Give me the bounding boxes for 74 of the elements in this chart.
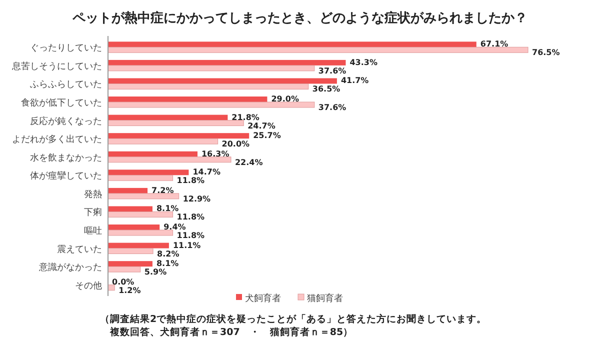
data-label: 24.7% — [248, 121, 276, 130]
y-tick-label: 震えていた — [57, 244, 102, 255]
bar — [108, 151, 198, 157]
bar — [108, 284, 115, 291]
chart-title: ペットが熱中症にかかってしまったとき、どのような症状がみられましたか？ — [72, 10, 528, 26]
data-label: 16.3% — [201, 149, 230, 158]
bar — [108, 96, 268, 102]
data-label: 0.0% — [112, 277, 134, 286]
y-tick-label: 下痢 — [84, 207, 102, 218]
y-tick-label: 食欲が低下していた — [21, 98, 102, 108]
legend-label: 猫飼育者 — [307, 293, 343, 304]
y-tick-label: 意識がなかった — [38, 262, 102, 274]
bar — [108, 133, 250, 139]
text: （調査結果2で熱中症の症状を疑ったことが「ある」と答えた方にお聞きしています。 — [100, 313, 487, 325]
legend-label: 犬飼育者 — [245, 293, 281, 304]
bar — [108, 102, 315, 108]
data-label: 11.8% — [176, 212, 205, 222]
data-label: 7.2% — [152, 186, 174, 195]
data-label: 43.3% — [350, 58, 378, 67]
data-label: 36.5% — [312, 84, 340, 94]
bar — [108, 114, 228, 120]
data-label: 11.1% — [172, 240, 201, 250]
bar — [108, 188, 148, 194]
y-tick-label: ぐったりしていた — [30, 44, 102, 54]
data-label: 25.7% — [253, 131, 281, 140]
y-tick-label: よだれが多く出ていた — [12, 134, 102, 146]
y-tick-label: 息苦しそうにしていた — [11, 60, 102, 72]
bar — [108, 224, 160, 230]
bar — [108, 261, 152, 267]
text: 複数回答、犬飼育者ｎ＝307 ・ 猫飼育者ｎ＝85） — [109, 326, 354, 338]
y-tick-label: 嘔吐 — [84, 226, 102, 236]
bar — [108, 230, 174, 236]
y-tick-label: 体が痙攣していた — [30, 170, 102, 182]
bar — [108, 65, 315, 72]
bar — [108, 120, 244, 126]
data-label: 1.2% — [118, 286, 141, 295]
data-label: 5.9% — [144, 268, 167, 277]
bar — [108, 60, 346, 66]
data-label: 8.2% — [157, 249, 180, 258]
bar — [108, 42, 476, 48]
y-tick-label: 水を飲まなかった — [30, 152, 102, 164]
bar — [108, 211, 174, 218]
data-label: 67.1% — [480, 40, 508, 49]
data-label: 11.8% — [176, 176, 205, 186]
bar — [108, 138, 218, 144]
data-label: 14.7% — [192, 168, 220, 177]
data-label: 20.0% — [222, 140, 250, 149]
bar — [108, 248, 154, 254]
data-label: 21.8% — [232, 112, 260, 122]
data-label: 37.6% — [318, 66, 346, 76]
y-tick-label: 発熱 — [84, 188, 102, 200]
data-label: 76.5% — [532, 48, 560, 58]
bar — [108, 170, 189, 176]
data-label: 12.9% — [182, 194, 211, 204]
data-label: 8.1% — [156, 259, 179, 268]
data-label: 29.0% — [271, 94, 299, 104]
bar — [108, 193, 180, 200]
data-label: 41.7% — [340, 76, 369, 86]
data-label: 22.4% — [234, 158, 263, 167]
bar — [108, 78, 337, 84]
y-tick-label: 反応が鈍くなった — [30, 116, 102, 127]
data-label: 8.1% — [156, 204, 179, 214]
bar — [108, 83, 309, 90]
y-tick-label: その他 — [75, 280, 102, 292]
data-label: 37.6% — [318, 102, 346, 112]
bar — [108, 174, 174, 181]
bar — [108, 206, 152, 212]
bar — [108, 156, 232, 163]
y-tick-label: ふらふらしていた — [29, 80, 102, 90]
data-label: 9.4% — [164, 222, 186, 232]
bar — [108, 266, 141, 272]
bar — [108, 46, 528, 53]
data-label: 11.8% — [176, 230, 205, 240]
bar — [108, 242, 169, 248]
